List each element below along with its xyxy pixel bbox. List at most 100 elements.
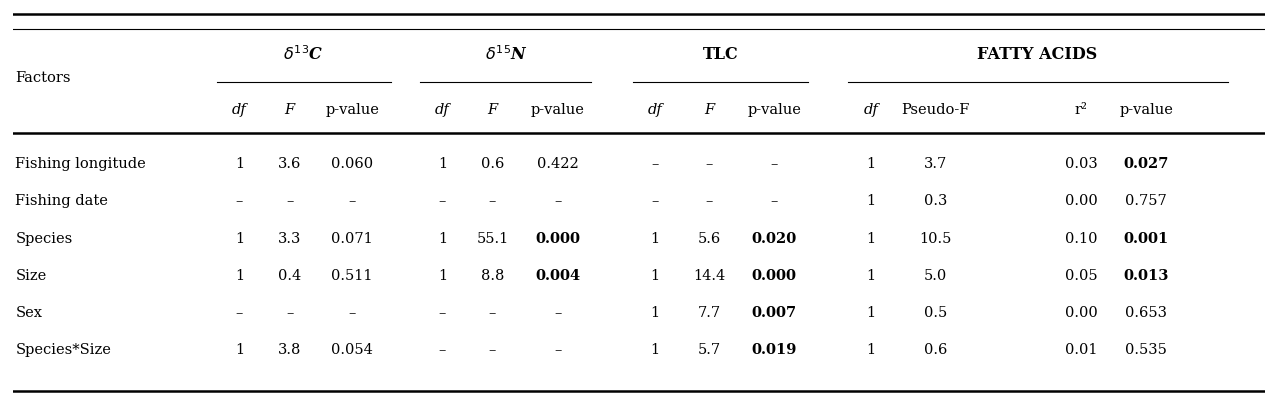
Text: –: – — [553, 306, 561, 320]
Text: F: F — [487, 103, 497, 117]
Text: 1: 1 — [651, 269, 659, 283]
Text: p-value: p-value — [748, 103, 801, 117]
Text: –: – — [488, 343, 496, 357]
Text: 0.422: 0.422 — [537, 157, 579, 171]
Text: 1: 1 — [438, 269, 447, 283]
Text: 7.7: 7.7 — [698, 306, 721, 320]
Text: –: – — [652, 157, 659, 171]
Text: –: – — [438, 194, 446, 208]
Text: 0.060: 0.060 — [331, 157, 373, 171]
Text: –: – — [438, 306, 446, 320]
Text: p-value: p-value — [530, 103, 584, 117]
Text: 1: 1 — [866, 194, 875, 208]
Text: $\delta^{15}$N: $\delta^{15}$N — [484, 45, 528, 64]
Text: 0.071: 0.071 — [331, 231, 373, 246]
Text: 1: 1 — [235, 269, 244, 283]
Text: F: F — [285, 103, 295, 117]
Text: 0.05: 0.05 — [1065, 269, 1098, 283]
Text: F: F — [704, 103, 714, 117]
Text: –: – — [349, 194, 355, 208]
Text: –: – — [286, 194, 293, 208]
Text: 1: 1 — [651, 231, 659, 246]
Text: 1: 1 — [651, 343, 659, 357]
Text: –: – — [553, 343, 561, 357]
Text: df: df — [435, 103, 450, 117]
Text: df: df — [648, 103, 663, 117]
Text: 1: 1 — [438, 231, 447, 246]
Text: 10.5: 10.5 — [920, 231, 952, 246]
Text: 0.054: 0.054 — [331, 343, 373, 357]
Text: 0.6: 0.6 — [481, 157, 504, 171]
Text: 1: 1 — [438, 157, 447, 171]
Text: 3.8: 3.8 — [277, 343, 302, 357]
Text: –: – — [349, 306, 355, 320]
Text: 0.001: 0.001 — [1123, 231, 1169, 246]
Text: 0.5: 0.5 — [924, 306, 947, 320]
Text: 5.0: 5.0 — [924, 269, 947, 283]
Text: 0.01: 0.01 — [1065, 343, 1098, 357]
Text: 14.4: 14.4 — [693, 269, 725, 283]
Text: 1: 1 — [235, 343, 244, 357]
Text: 1: 1 — [235, 231, 244, 246]
Text: 3.6: 3.6 — [277, 157, 302, 171]
Text: 0.4: 0.4 — [277, 269, 302, 283]
Text: Species*Size: Species*Size — [15, 343, 111, 357]
Text: 3.3: 3.3 — [277, 231, 302, 246]
Text: 0.00: 0.00 — [1065, 194, 1098, 208]
Text: Fishing longitude: Fishing longitude — [15, 157, 146, 171]
Text: 0.03: 0.03 — [1065, 157, 1098, 171]
Text: 0.000: 0.000 — [535, 231, 580, 246]
Text: Pseudo-F: Pseudo-F — [902, 103, 970, 117]
Text: –: – — [235, 306, 243, 320]
Text: 5.6: 5.6 — [698, 231, 721, 246]
Text: 0.00: 0.00 — [1065, 306, 1098, 320]
Text: –: – — [771, 157, 778, 171]
Text: FATTY ACIDS: FATTY ACIDS — [978, 46, 1098, 63]
Text: 1: 1 — [866, 157, 875, 171]
Text: 0.000: 0.000 — [751, 269, 796, 283]
Text: 55.1: 55.1 — [477, 231, 509, 246]
Text: 1: 1 — [866, 306, 875, 320]
Text: –: – — [235, 194, 243, 208]
Text: 0.007: 0.007 — [751, 306, 796, 320]
Text: p-value: p-value — [326, 103, 380, 117]
Text: Sex: Sex — [15, 306, 42, 320]
Text: –: – — [705, 194, 713, 208]
Text: 3.7: 3.7 — [924, 157, 947, 171]
Text: –: – — [553, 194, 561, 208]
Text: 0.3: 0.3 — [924, 194, 947, 208]
Text: 1: 1 — [866, 269, 875, 283]
Text: 0.013: 0.013 — [1123, 269, 1169, 283]
Text: 0.020: 0.020 — [751, 231, 797, 246]
Text: –: – — [488, 306, 496, 320]
Text: 1: 1 — [651, 306, 659, 320]
Text: 0.019: 0.019 — [751, 343, 797, 357]
Text: –: – — [286, 306, 293, 320]
Text: 1: 1 — [235, 157, 244, 171]
Text: 0.757: 0.757 — [1126, 194, 1167, 208]
Text: Factors: Factors — [15, 71, 70, 85]
Text: TLC: TLC — [703, 46, 739, 63]
Text: $\delta^{13}$C: $\delta^{13}$C — [284, 45, 323, 64]
Text: 0.653: 0.653 — [1125, 306, 1167, 320]
Text: –: – — [488, 194, 496, 208]
Text: df: df — [233, 103, 247, 117]
Text: 5.7: 5.7 — [698, 343, 721, 357]
Text: 0.535: 0.535 — [1126, 343, 1167, 357]
Text: r²: r² — [1075, 103, 1088, 117]
Text: 0.511: 0.511 — [331, 269, 373, 283]
Text: 1: 1 — [866, 343, 875, 357]
Text: df: df — [864, 103, 878, 117]
Text: –: – — [438, 343, 446, 357]
Text: –: – — [652, 194, 659, 208]
Text: 0.10: 0.10 — [1065, 231, 1098, 246]
Text: –: – — [705, 157, 713, 171]
Text: 0.004: 0.004 — [535, 269, 580, 283]
Text: Fishing date: Fishing date — [15, 194, 109, 208]
Text: 0.6: 0.6 — [924, 343, 947, 357]
Text: 1: 1 — [866, 231, 875, 246]
Text: –: – — [771, 194, 778, 208]
Text: 0.027: 0.027 — [1123, 157, 1169, 171]
Text: Species: Species — [15, 231, 73, 246]
Text: p-value: p-value — [1120, 103, 1173, 117]
